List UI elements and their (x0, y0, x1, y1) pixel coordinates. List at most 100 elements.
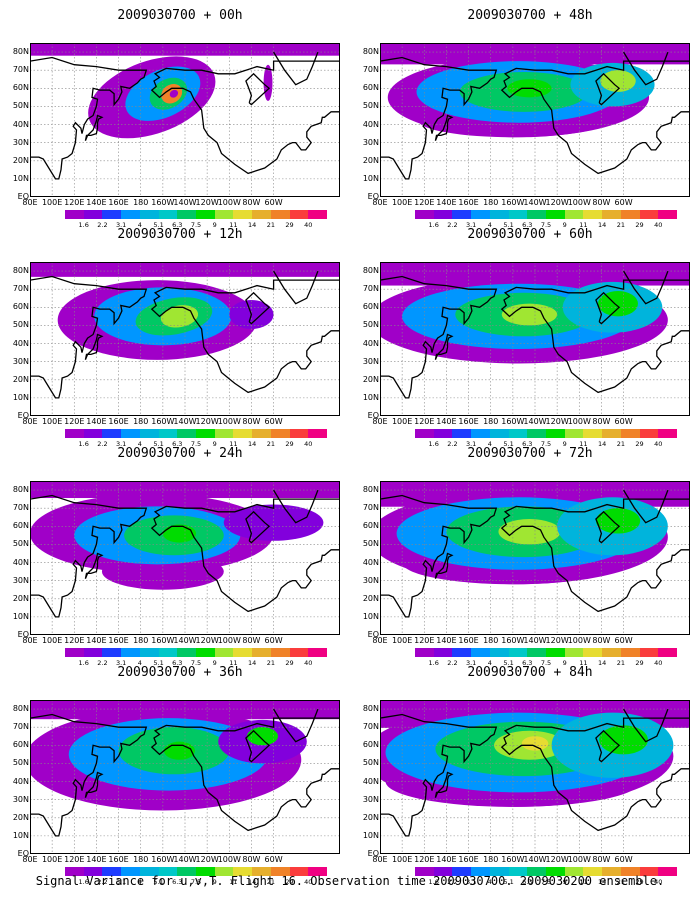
colorbar-swatch (289, 429, 309, 438)
panel-title: 2009030700 + 12h (117, 227, 243, 242)
colorbar-label: 11 (579, 221, 588, 229)
colorbar-swatch (214, 210, 234, 219)
colorbar (65, 210, 328, 219)
latitude-label: 80N (362, 705, 379, 714)
latitude-label: 20N (362, 156, 379, 165)
latitude-label: 40N (12, 120, 29, 129)
map-panel: 2009030700 + 60h 80N 70N 60N 50N 40N 30N 20N 10N… (360, 219, 700, 448)
latitude-label: 70N (12, 504, 29, 513)
latitude-label: 20N (362, 594, 379, 603)
colorbar-swatch (564, 429, 584, 438)
colorbar-swatch (415, 648, 434, 657)
map-area (380, 262, 690, 416)
colorbar-swatch (121, 210, 140, 219)
panel-title: 2009030700 + 72h (467, 446, 593, 461)
colorbar-swatch (158, 210, 178, 219)
colorbar-label: 1.6 (78, 659, 89, 667)
colorbar-swatch (583, 867, 603, 876)
colorbar-swatch (639, 867, 659, 876)
colorbar-swatch (415, 210, 434, 219)
colorbar-swatch (214, 867, 234, 876)
longitude-label: 180 (483, 417, 499, 426)
colorbar-label: 21 (266, 878, 275, 886)
colorbar-label: 7.5 (540, 659, 552, 667)
colorbar-label: 2.2 (447, 221, 458, 229)
colorbar-swatch (177, 648, 197, 657)
colorbar-swatch (620, 210, 640, 219)
longitude-label: 100W (217, 855, 241, 864)
colorbar-label: 7.5 (190, 659, 202, 667)
latitude-label: 50N (362, 759, 379, 768)
latitude-label: EQ (367, 193, 379, 201)
variance-field (30, 700, 340, 854)
colorbar-swatch (546, 867, 565, 876)
longitude-label: 120E (64, 855, 85, 864)
longitude-label: 160W (501, 198, 525, 207)
longitude-label: 180 (133, 636, 149, 645)
colorbar-label: 9 (212, 659, 217, 667)
longitude-label: 80E (22, 417, 38, 426)
colorbar-label: 3.1 (115, 878, 127, 886)
latitude-label: 30N (12, 357, 29, 366)
colorbar-swatch (83, 648, 103, 657)
colorbar-swatch (508, 867, 528, 876)
colorbar-swatch (564, 648, 584, 657)
map-area (30, 43, 340, 197)
colorbar-label: 7.5 (540, 221, 552, 229)
longitude-label: 100W (567, 855, 591, 864)
colorbar-swatch (508, 648, 528, 657)
longitude-label: 160E (458, 198, 479, 207)
longitude-label: 60W (614, 198, 633, 207)
colorbar-swatch (233, 429, 253, 438)
variance-field (380, 43, 690, 197)
longitude-label: 180 (483, 855, 499, 864)
colorbar-label: 29 (285, 878, 294, 886)
colorbar-swatch (583, 429, 603, 438)
latitude-label: 70N (12, 66, 29, 75)
variance-field (30, 43, 340, 197)
colorbar-swatch (102, 210, 122, 219)
longitude-label: 60W (264, 417, 283, 426)
longitude-label: 140E (436, 417, 457, 426)
colorbar-swatch (546, 210, 565, 219)
colorbar-swatch (83, 210, 103, 219)
map-panel: 2009030700 + 12h 80N 70N 60N 50N 40N 30N 20N 10N… (10, 219, 350, 448)
latitude-label: 80N (362, 486, 379, 495)
colorbar-label: 14 (248, 221, 257, 229)
latitude-label: 40N (12, 558, 29, 567)
colorbar (65, 867, 328, 876)
variance-field (380, 481, 690, 635)
colorbar-swatch (289, 648, 309, 657)
colorbar-swatch (158, 648, 178, 657)
colorbar-label: 2.2 (97, 440, 108, 448)
colorbar-swatch (489, 867, 509, 876)
colorbar-swatch (452, 210, 472, 219)
longitude-label: 160W (501, 636, 525, 645)
colorbar (415, 867, 678, 876)
colorbar-swatch (214, 429, 234, 438)
latitude-label: 10N (12, 612, 29, 621)
colorbar-label: 40 (654, 878, 663, 886)
colorbar-swatch (214, 648, 234, 657)
colorbar-swatch (270, 648, 290, 657)
colorbar-label: 3.1 (115, 659, 127, 667)
colorbar-label: 21 (266, 659, 275, 667)
colorbar-label: 3.1 (465, 659, 477, 667)
variance-field (30, 481, 340, 635)
colorbar-swatch (452, 429, 472, 438)
longitude-label: 140E (86, 417, 107, 426)
colorbar-label: 14 (248, 878, 257, 886)
colorbar-label: 2.2 (447, 878, 458, 886)
longitude-label: 100E (41, 636, 63, 645)
latitude-label: 20N (362, 375, 379, 384)
colorbar-label: 4 (487, 878, 492, 886)
colorbar-label: 21 (616, 659, 625, 667)
longitude-label: 80W (242, 636, 261, 645)
colorbar-swatch (658, 210, 678, 219)
latitude-label: 30N (12, 138, 29, 147)
colorbar-label: 5.1 (153, 221, 164, 229)
colorbar-label: 1.6 (78, 221, 89, 229)
longitude-label: 100E (391, 855, 413, 864)
colorbar-swatch (564, 867, 584, 876)
colorbar-swatch (233, 210, 253, 219)
